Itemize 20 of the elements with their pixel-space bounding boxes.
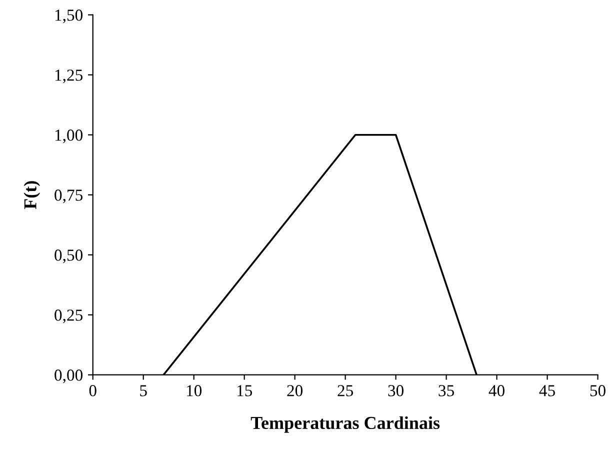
y-tick-label: 1,50 [55,10,83,24]
y-tick-label: 1,00 [55,130,83,144]
y-tick-label: 0,25 [54,310,82,324]
x-tick-label: 50 [590,385,606,396]
x-tick-label: 40 [488,385,504,396]
y-axis-title: F(t) [24,181,40,210]
y-tick-label: 0,75 [54,190,82,204]
x-tick-label: 30 [388,385,404,396]
x-tick-label: 35 [438,385,454,396]
x-tick-label: 15 [237,385,252,396]
x-tick-label: 0 [89,385,96,396]
y-tick-label: 0,00 [54,370,83,384]
x-tick-label: 20 [287,385,303,396]
x-axis-title: Temperaturas Cardinais [250,416,440,433]
y-tick-label: 0,50 [54,250,83,264]
x-tick-label: 25 [338,385,354,396]
x-tick-label: 5 [140,385,147,396]
x-tick-label: 10 [186,385,202,396]
x-tick-label: 45 [539,385,555,396]
y-tick-label: 1,25 [55,70,82,84]
